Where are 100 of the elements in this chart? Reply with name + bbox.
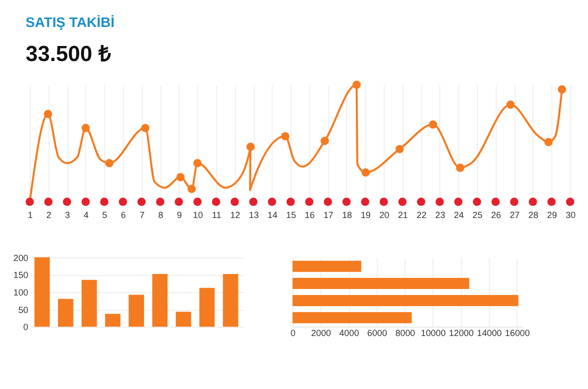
bar (152, 274, 168, 327)
point (362, 168, 370, 177)
x-tick-label: 8000 (395, 328, 416, 338)
point (230, 198, 239, 206)
x-tick-label: 0 (290, 328, 296, 338)
x-tick-label: 27 (510, 210, 520, 220)
point (472, 198, 482, 206)
x-tick-label: 8 (158, 210, 164, 220)
bar (199, 288, 215, 327)
bar (292, 312, 412, 324)
point (44, 110, 52, 118)
point (286, 198, 295, 206)
bar (34, 257, 50, 327)
point (416, 198, 426, 206)
bar (176, 312, 192, 327)
x-tick-label: 7 (140, 210, 145, 220)
x-tick-label: 5 (102, 210, 108, 220)
point (137, 198, 146, 206)
bar (292, 278, 470, 289)
y-tick-label: 150 (13, 270, 28, 280)
point (246, 142, 255, 151)
point (428, 120, 438, 129)
x-tick-label: 10000 (420, 328, 446, 338)
x-tick-label: 2 (46, 210, 52, 220)
point (141, 124, 150, 132)
point (26, 198, 34, 206)
point (156, 198, 164, 206)
x-tick-label: 4 (84, 210, 89, 220)
x-tick-label: 10 (192, 210, 203, 220)
point (174, 198, 183, 206)
x-tick-label: 25 (472, 210, 482, 220)
y-tick-label: 50 (18, 304, 28, 315)
point (82, 124, 90, 132)
point (62, 198, 72, 206)
point (510, 198, 518, 206)
x-tick-label: 3 (65, 210, 70, 220)
x-tick-label: 6000 (367, 328, 388, 338)
point (305, 198, 314, 206)
x-tick-label: 22 (416, 210, 427, 220)
x-tick-label: 13 (248, 210, 259, 220)
x-tick-label: 2000 (311, 328, 332, 338)
point (456, 164, 464, 172)
bar (58, 298, 74, 327)
point (361, 198, 370, 206)
chart-title: SATIŞ TAKİBİ (26, 14, 115, 30)
point (82, 198, 90, 206)
bar (292, 294, 518, 306)
point (454, 198, 462, 206)
x-tick-label: 24 (454, 210, 464, 220)
point (118, 198, 128, 206)
point (506, 100, 515, 109)
point (188, 184, 196, 194)
point (100, 198, 108, 206)
y-tick-label: 100 (13, 287, 28, 298)
point (558, 85, 566, 94)
point (320, 136, 329, 146)
point (566, 198, 574, 206)
point (249, 198, 258, 206)
x-tick-label: 16000 (505, 328, 530, 338)
x-tick-label: 19 (360, 210, 371, 220)
point (395, 144, 404, 154)
point (176, 173, 185, 182)
x-tick-label: 30 (566, 210, 576, 220)
x-tick-label: 29 (547, 210, 558, 220)
x-tick-label: 23 (435, 210, 446, 220)
x-tick-label: 4000 (339, 328, 360, 338)
point (398, 198, 407, 206)
y-tick-label: 200 (13, 252, 28, 263)
point (342, 198, 351, 206)
point (547, 198, 556, 206)
x-tick-label: 12000 (448, 328, 474, 338)
x-tick-label: 11 (212, 210, 222, 220)
x-tick-label: 21 (398, 210, 408, 220)
x-tick-label: 18 (342, 210, 352, 220)
point (436, 198, 444, 206)
point (105, 159, 114, 168)
x-tick-label: 16 (304, 210, 315, 220)
point (352, 80, 361, 89)
bar (105, 314, 120, 327)
bar (292, 260, 362, 272)
point (212, 198, 220, 206)
chart-subtitle: 33.500 ₺ (26, 40, 112, 66)
x-tick-label: 15 (286, 210, 296, 220)
x-tick-label: 20 (379, 210, 390, 220)
x-tick-label: 1 (28, 210, 33, 220)
point (193, 198, 202, 206)
x-tick-label: 14 (268, 210, 278, 220)
point (380, 198, 388, 206)
point (491, 198, 500, 206)
x-tick-label: 28 (528, 210, 538, 220)
x-tick-label: 12 (230, 210, 240, 220)
point (324, 198, 332, 206)
x-tick-label: 6 (120, 210, 126, 220)
point (44, 198, 53, 206)
x-tick-label: 17 (323, 210, 334, 220)
bar (128, 294, 144, 327)
x-tick-label: 26 (491, 210, 502, 220)
point (544, 138, 553, 146)
x-tick-label: 9 (176, 210, 182, 220)
point (268, 198, 276, 206)
